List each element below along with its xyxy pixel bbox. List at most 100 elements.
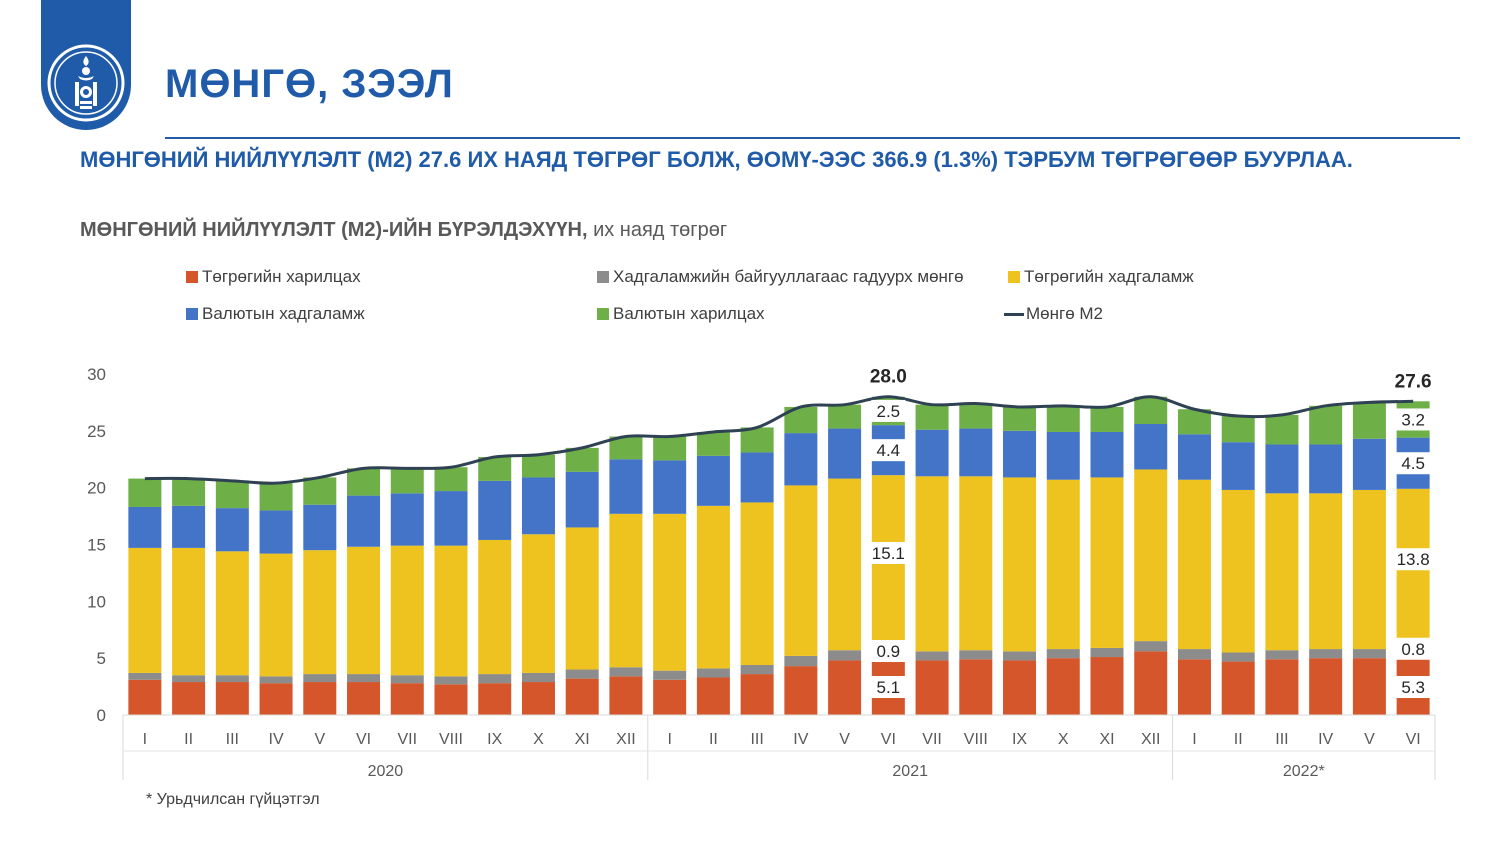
x-tick-label: VI (881, 731, 896, 748)
y-tick-label: 0 (97, 706, 106, 725)
legend-line-swatch (1004, 312, 1024, 316)
bar-segment (390, 675, 424, 684)
bar-segment (1046, 658, 1080, 715)
x-tick-label: VII (922, 731, 942, 748)
data-label-box (871, 399, 906, 422)
bar-segment (390, 683, 424, 715)
legend-label: Төгрөгийн хадгаламж (1024, 267, 1194, 286)
legend-label: Мөнгө М2 (1026, 304, 1103, 323)
data-label: 15.1 (872, 544, 905, 563)
bar-segment (1265, 414, 1299, 445)
bar-segment (565, 447, 599, 472)
bar-segment (1177, 479, 1211, 650)
bar-segment (347, 546, 381, 675)
bar-segment (784, 433, 818, 486)
bar-segment (1221, 661, 1255, 715)
bar-segment (565, 527, 599, 670)
x-tick-label: II (1234, 731, 1243, 748)
bar-segment (653, 460, 687, 514)
data-label: 3.2 (1401, 410, 1425, 429)
x-tick-label: VI (1406, 731, 1421, 748)
bar-segment (215, 682, 249, 715)
bar-segment (784, 666, 818, 715)
x-tick-label: III (226, 731, 239, 748)
x-tick-label: III (1275, 731, 1288, 748)
bar-segment (696, 431, 730, 456)
bar-segment (215, 480, 249, 509)
bar-segment (1309, 493, 1343, 650)
legend-item-tugrug-deposits: Төгрөгийн хадгаламж (1008, 267, 1194, 287)
data-label-box (871, 541, 906, 564)
bar-segment (784, 485, 818, 656)
bar-segment (1309, 658, 1343, 715)
bar-segment (1309, 444, 1343, 494)
bar-segment (609, 459, 643, 514)
y-tick-label: 30 (87, 365, 106, 384)
bar-segment (1221, 489, 1255, 653)
x-tick-label: V (1364, 731, 1375, 748)
bar-segment (609, 667, 643, 677)
legend-item-m2-line: Мөнгө М2 (1004, 304, 1103, 324)
bar-segment (303, 682, 337, 715)
bar-segment (303, 477, 337, 505)
data-label-box (871, 676, 906, 698)
bar-segment (128, 478, 162, 507)
bar-segment (1134, 469, 1168, 642)
year-group-label: 2022* (1283, 763, 1325, 780)
m2-line (144, 395, 1414, 485)
bar-segment (259, 483, 293, 511)
page-title: МӨНГӨ, ЗЭЭЛ (165, 62, 454, 106)
bar-segment (1046, 431, 1080, 480)
chart-title-unit: их наяд төгрөг (593, 219, 728, 241)
bar-segment (565, 669, 599, 679)
legend-swatch (597, 308, 609, 320)
data-label-box (1396, 676, 1431, 698)
bar-segment (1309, 405, 1343, 445)
bar-segment (434, 684, 468, 715)
data-label-box (871, 439, 906, 462)
bar-segment (740, 452, 774, 503)
bar-segment (740, 674, 774, 715)
bar-segment (959, 403, 993, 429)
bar-segment (1352, 649, 1386, 659)
bar-segment (1003, 477, 1037, 652)
bar-segment (1265, 659, 1299, 715)
data-label-box (1396, 637, 1431, 660)
bar-segment (1309, 649, 1343, 659)
bar-segment (1046, 405, 1080, 432)
y-tick-label: 20 (87, 479, 106, 498)
bar-segment (696, 668, 730, 678)
bar-segment (1090, 657, 1124, 715)
bar-segment (347, 495, 381, 547)
x-tick-label: XI (1099, 731, 1114, 748)
bar-segment (259, 553, 293, 677)
bar-segment (828, 478, 862, 651)
legend-label: Валютын харилцах (613, 304, 765, 323)
legend-swatch (186, 308, 198, 320)
x-tick-label: IV (1318, 731, 1333, 748)
bar-segment (915, 660, 949, 715)
bar-segment (1352, 402, 1386, 439)
x-tick-label: IV (269, 731, 284, 748)
bar-segment (565, 471, 599, 528)
bar-segment (347, 468, 381, 496)
bar-segment (1046, 479, 1080, 650)
data-label: 13.8 (1397, 550, 1430, 569)
bar-segment (1090, 406, 1124, 432)
y-tick-label: 10 (87, 592, 106, 611)
x-tick-label: X (533, 731, 544, 748)
y-tick-label: 5 (97, 649, 106, 668)
bar-segment (478, 539, 512, 675)
x-tick-label: XII (1141, 731, 1161, 748)
x-tick-label: IV (793, 731, 808, 748)
data-label-box (1396, 408, 1431, 431)
data-label: 4.5 (1401, 454, 1425, 473)
bar-segment (128, 547, 162, 673)
y-tick-label: 25 (87, 422, 106, 441)
bar-segment (521, 682, 555, 715)
bar-segment (784, 655, 818, 667)
bar-segment (1003, 651, 1037, 661)
bar-segment (1352, 658, 1386, 715)
bar-segment (696, 505, 730, 669)
bar-segment (1177, 409, 1211, 435)
